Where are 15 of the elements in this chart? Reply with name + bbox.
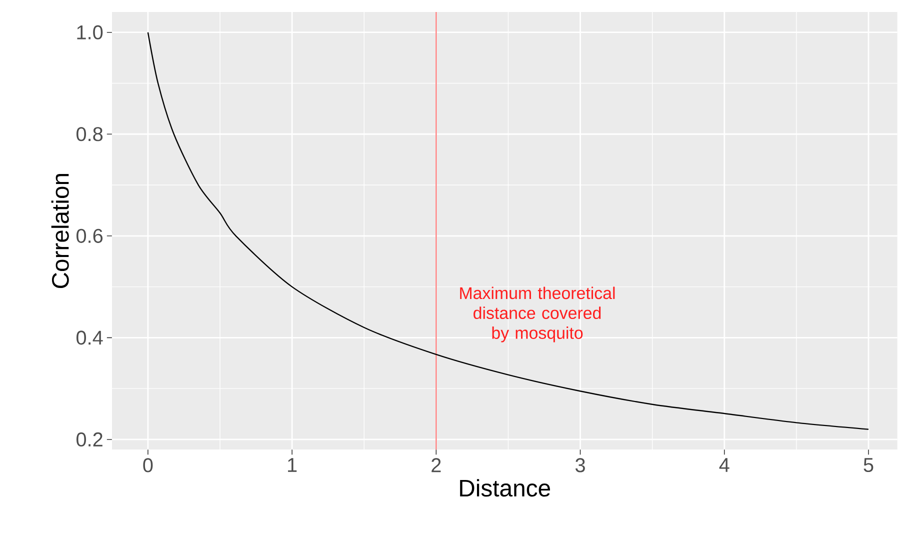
x-tick-label: 4 — [719, 458, 730, 472]
x-tick-label: 5 — [864, 458, 874, 472]
ref-line-label: Maximum theoretical distance covered by mosquito — [460, 286, 615, 342]
x-axis-title: Distance — [460, 479, 550, 497]
x-tick-label: 2 — [432, 458, 441, 472]
line-series — [147, 32, 870, 430]
x-tick-label: 3 — [576, 458, 585, 472]
y-tick-label: 0.2 — [76, 432, 102, 447]
x-tick-label: 0 — [143, 458, 153, 472]
y-tick-label: 0.8 — [76, 127, 103, 142]
y-tick-label: 1.0 — [77, 26, 103, 40]
y-axis-title: Correlation — [51, 174, 69, 288]
y-tick-label: 0.6 — [76, 229, 103, 244]
y-tick-label: 0.4 — [76, 330, 103, 345]
x-tick-label: 1 — [288, 458, 297, 472]
